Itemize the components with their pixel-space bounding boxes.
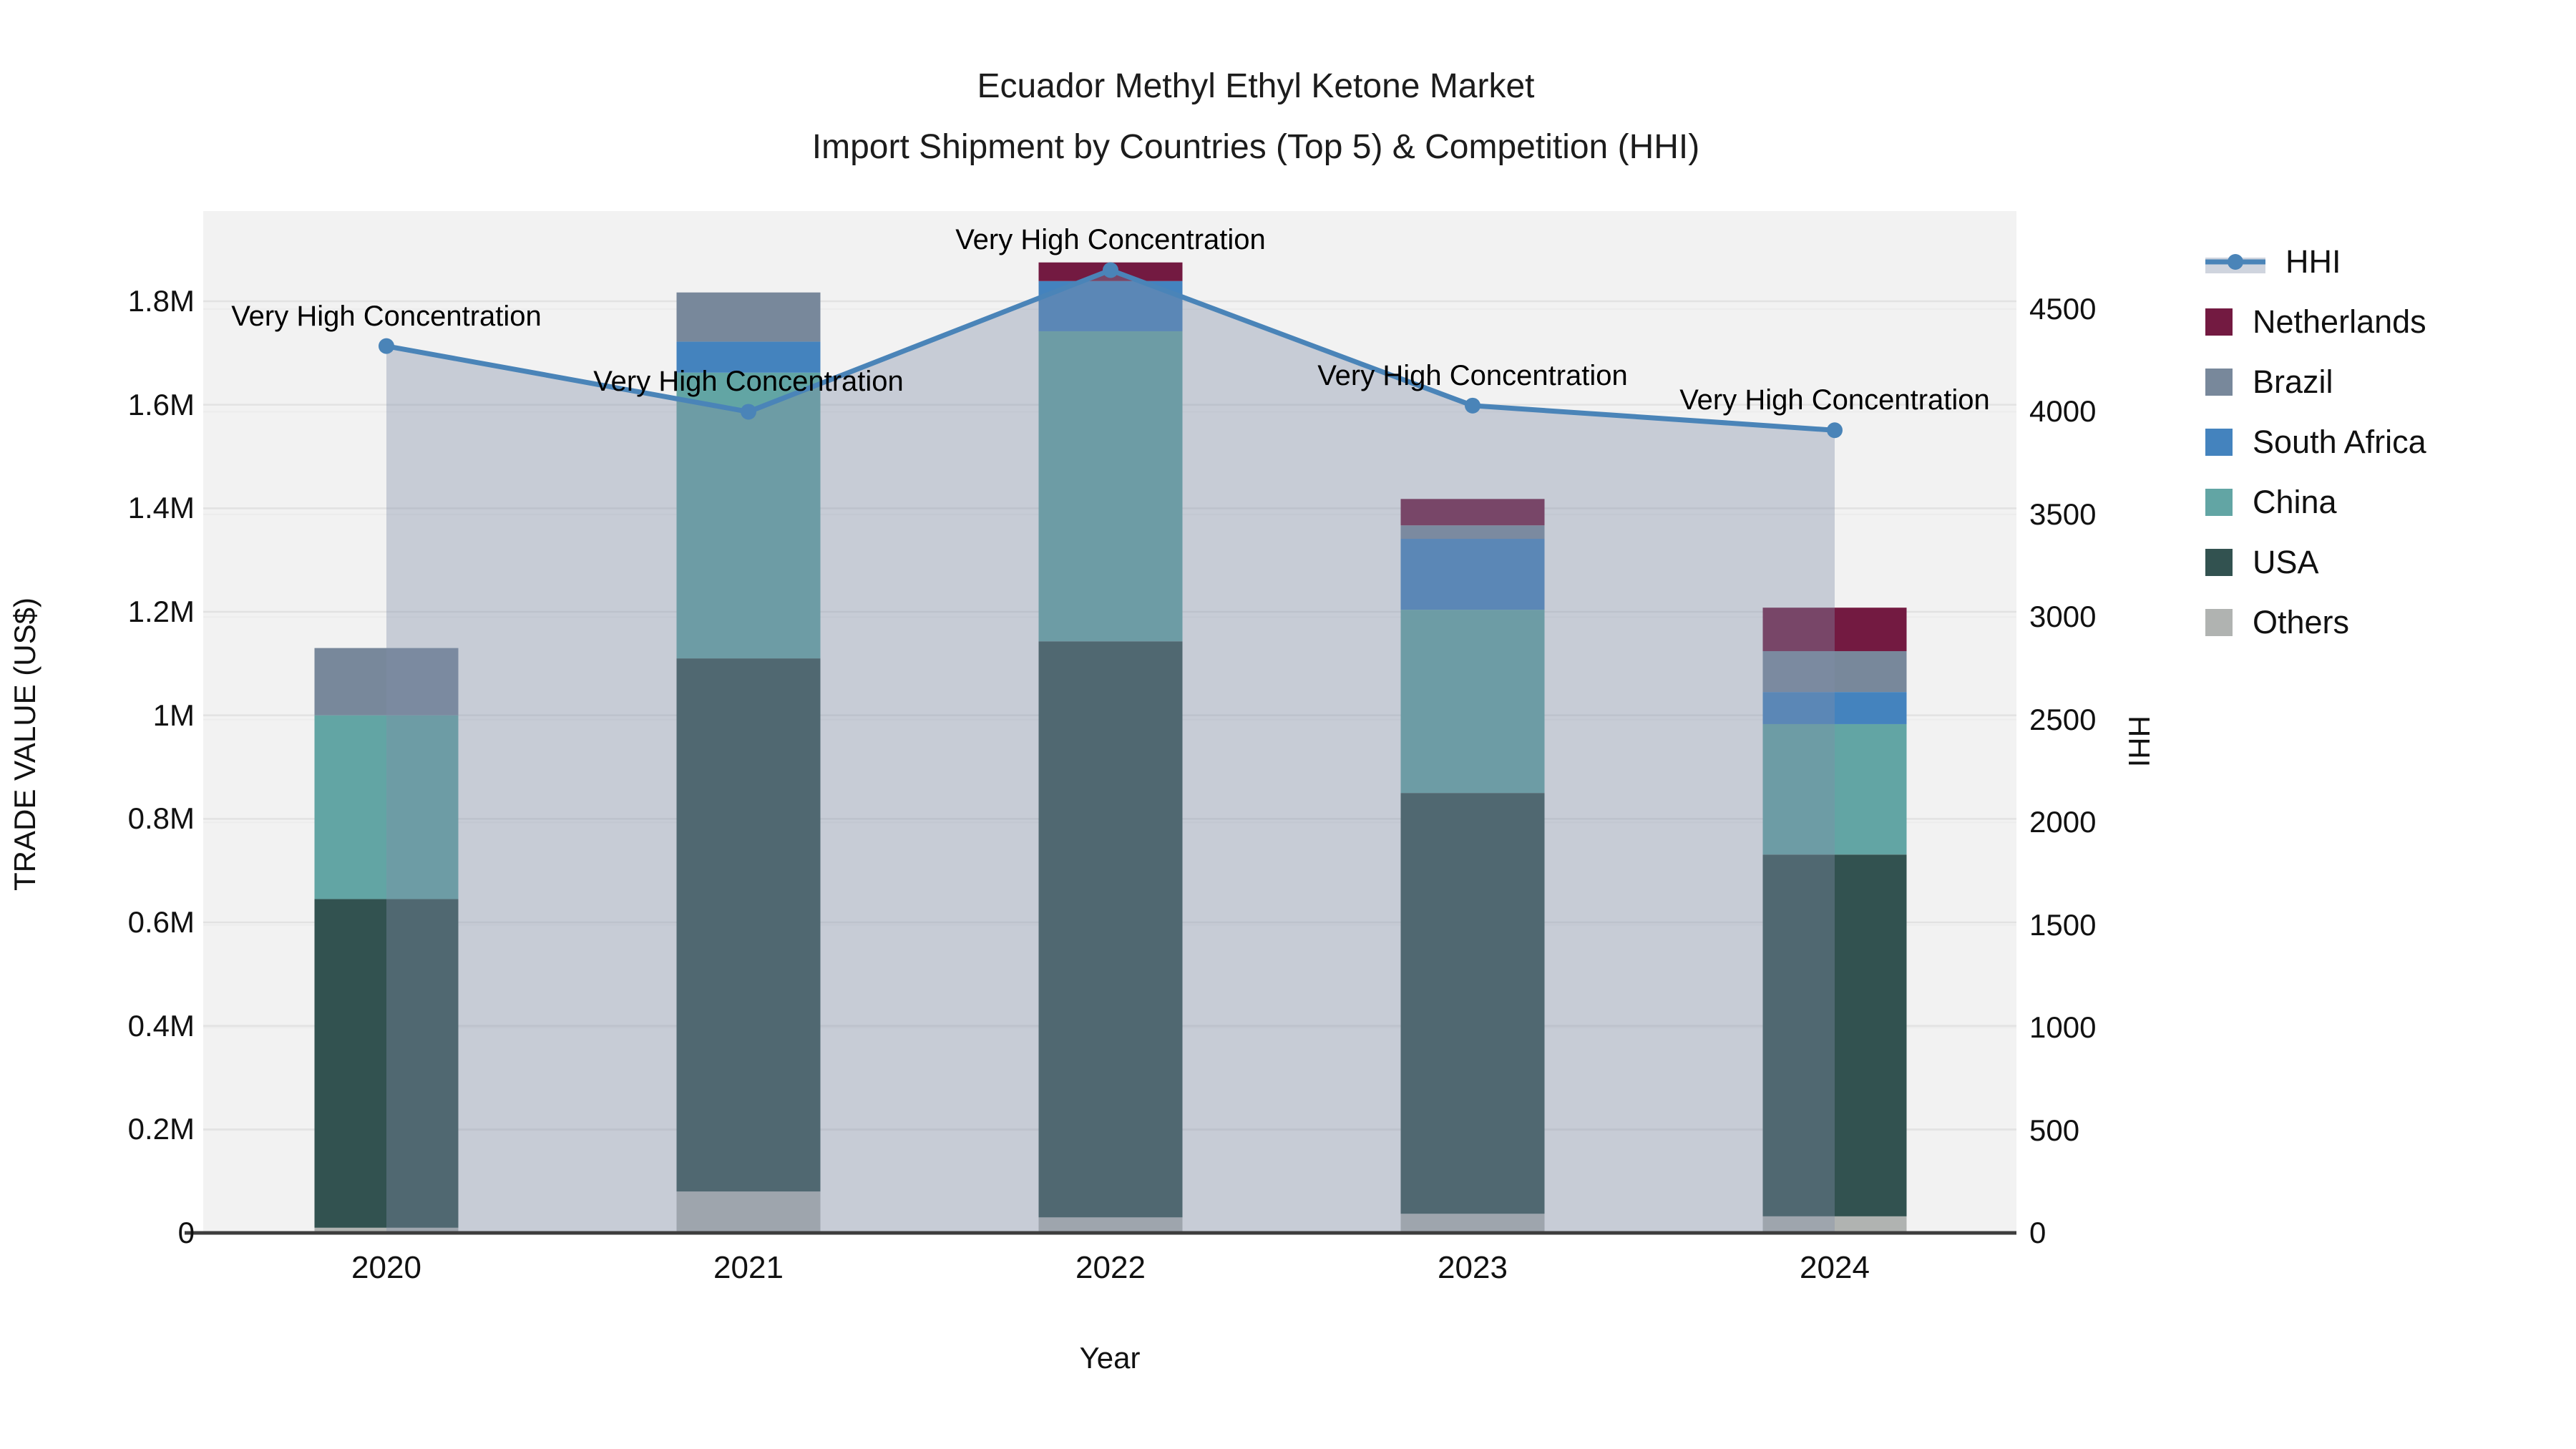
others-swatch-icon [2205,609,2233,636]
chart-title-line2: Import Shipment by Countries (Top 5) & C… [811,128,1700,166]
netherlands-swatch-icon [2205,308,2233,336]
y-axis-title-left: TRADE VALUE (US$) [8,597,42,891]
brazil-swatch-icon [2205,369,2233,396]
bar-segment-brazil-2021[interactable] [676,292,821,342]
y-left-tick-1M: 1M [152,698,195,732]
hhi-marker-2021[interactable] [741,404,756,420]
south-africa-swatch-icon [2205,429,2233,456]
legend-label-south-africa: South Africa [2253,424,2426,460]
bar-segment-china-2023[interactable] [1400,610,1545,794]
x-axis-title: Year [1079,1341,1141,1375]
hhi-line-legend-icon [2205,254,2265,273]
legend-label-brazil: Brazil [2253,364,2333,400]
x-tick-2022: 2022 [1075,1250,1146,1285]
y-right-tick-500: 500 [2029,1113,2080,1147]
legend-item-china[interactable]: China [2205,482,2337,522]
annotation-2023: Very High Concentration [1317,359,1628,391]
legend-item-south-africa[interactable]: South Africa [2205,422,2426,462]
bar-segment-brazil-2020[interactable] [314,648,459,716]
hhi-marker-2020[interactable] [379,338,394,354]
bar-segment-china-2020[interactable] [314,715,459,899]
usa-swatch-icon [2205,549,2233,576]
bar-segment-usa-2022[interactable] [1038,641,1183,1218]
y-right-tick-3500: 3500 [2029,497,2097,531]
bar-segment-netherlands-2024[interactable] [1762,608,1907,651]
bar-segment-usa-2023[interactable] [1400,793,1545,1214]
legend-item-netherlands[interactable]: Netherlands [2205,302,2426,342]
x-tick-2021: 2021 [713,1250,784,1285]
y-right-tick-2500: 2500 [2029,702,2097,736]
y-left-tick-1.4M: 1.4M [127,491,195,525]
bar-segment-south-africa-2021[interactable] [676,341,821,373]
bar-segment-others-2022[interactable] [1038,1217,1183,1233]
bar-segment-china-2024[interactable] [1762,723,1907,855]
y-right-tick-0: 0 [2029,1216,2046,1249]
y-right-tick-3000: 3000 [2029,600,2097,634]
hhi-marker-2024[interactable] [1827,422,1843,439]
annotation-2021: Very High Concentration [593,366,904,398]
hhi-marker-2022[interactable] [1103,262,1118,278]
y-right-tick-4000: 4000 [2029,394,2097,429]
bar-segment-others-2020[interactable] [314,1227,459,1233]
bar-segment-brazil-2023[interactable] [1400,525,1545,540]
bar-segment-south-africa-2023[interactable] [1400,539,1545,610]
y-left-tick-0.4M: 0.4M [127,1008,195,1043]
y-axis-title-right: HHI [2122,716,2156,768]
annotation-2020: Very High Concentration [231,300,542,332]
y-right-tick-2000: 2000 [2029,805,2097,839]
legend-item-hhi[interactable]: HHI [2205,242,2341,282]
bar-segment-netherlands-2023[interactable] [1400,499,1545,526]
y-right-tick-4500: 4500 [2029,292,2097,326]
y-right-tick-1000: 1000 [2029,1010,2097,1045]
legend-item-brazil[interactable]: Brazil [2205,362,2333,402]
bar-segment-china-2021[interactable] [676,372,821,659]
y-left-tick-1.8M: 1.8M [127,284,195,318]
bar-segment-others-2024[interactable] [1762,1216,1907,1233]
hhi-marker-2023[interactable] [1465,397,1480,414]
chart-title: Ecuador Methyl Ethyl Ketone Market Impor… [0,56,2512,177]
legend-item-others[interactable]: Others [2205,602,2349,643]
bar-segment-brazil-2024[interactable] [1762,650,1907,693]
bar-segment-china-2022[interactable] [1038,331,1183,642]
y-left-tick-0.6M: 0.6M [127,905,195,939]
bar-segment-others-2021[interactable] [676,1191,821,1233]
y-left-tick-1.2M: 1.2M [127,595,195,628]
china-swatch-icon [2205,489,2233,516]
chart-title-line1: Ecuador Methyl Ethyl Ketone Market [977,67,1535,105]
x-tick-2023: 2023 [1438,1250,1508,1285]
y-left-tick-1.6M: 1.6M [127,387,195,421]
annotation-2022: Very High Concentration [955,224,1266,256]
bar-segment-usa-2020[interactable] [314,899,459,1228]
legend-item-usa[interactable]: USA [2205,542,2319,582]
bar-segment-usa-2021[interactable] [676,658,821,1192]
legend-label-china: China [2253,484,2337,520]
legend-label-others: Others [2253,604,2350,640]
y-left-tick-0.8M: 0.8M [127,801,195,836]
y-left-tick-0.2M: 0.2M [127,1112,195,1146]
y-left-tick-0: 0 [177,1216,195,1249]
hhi-area-fill [386,270,1835,1234]
x-tick-2020: 2020 [351,1250,421,1285]
x-tick-2024: 2024 [1800,1250,1870,1285]
bar-segment-usa-2024[interactable] [1762,854,1907,1216]
bar-segment-south-africa-2024[interactable] [1762,692,1907,724]
legend-label-usa: USA [2253,544,2319,580]
bar-segment-others-2023[interactable] [1400,1214,1545,1233]
legend-label-netherlands: Netherlands [2253,303,2426,340]
legend-label-hhi: HHI [2285,243,2341,280]
y-right-tick-1500: 1500 [2029,907,2097,942]
annotation-2024: Very High Concentration [1679,384,1990,416]
